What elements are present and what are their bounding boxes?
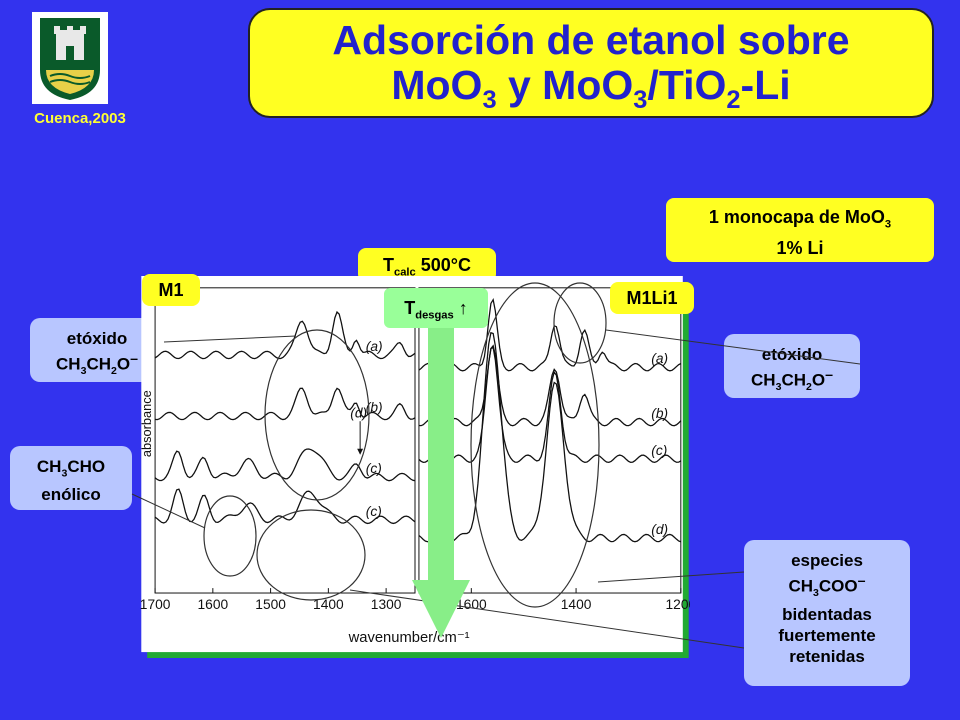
series-label-m1-0: (a): [366, 339, 383, 354]
university-shield-icon: [40, 18, 100, 100]
tick-label-m1-2: 1500: [255, 597, 286, 612]
series-label-m1li1-3: (d): [651, 522, 668, 537]
title-line-1: Adsorción de etanol sobre: [332, 17, 850, 63]
desorption-temperature-arrow: [412, 318, 472, 645]
series-label-m1-3: (c): [366, 504, 382, 519]
m1-label: M1: [142, 274, 200, 306]
tick-label-m1-3: 1400: [313, 597, 344, 612]
series-label-m1-1: (b): [366, 400, 383, 415]
enol-label: CH3CHO enólico: [10, 446, 132, 510]
conference-label: Cuenca,2003: [34, 110, 126, 127]
title-line-2: MoO3 y MoO3/TiO2-Li: [391, 62, 791, 115]
series-label-m1-2: (c): [366, 461, 382, 476]
university-logo: [32, 12, 108, 104]
series-label-m1li1-0: (a): [651, 351, 668, 366]
acetate-species-label: especies CH3COO– bidentadas fuertemente …: [744, 540, 910, 686]
tick-label-m1-4: 1300: [371, 597, 402, 612]
down-arrow-icon: [412, 318, 470, 638]
ethoxide-label-right: etóxido CH3CH2O–: [724, 334, 860, 398]
tick-label-m1-1: 1600: [198, 597, 229, 612]
chart-annotation-0: (d): [350, 405, 367, 420]
series-label-m1li1-1: (b): [651, 406, 668, 421]
tick-label-m1-0: 1700: [140, 597, 171, 612]
tick-label-m1li1-1: 1400: [561, 597, 592, 612]
title-banner: Adsorción de etanol sobre MoO3 y MoO3/Ti…: [248, 8, 934, 118]
series-label-m1li1-2: (c): [651, 443, 667, 458]
desorption-temperature-label: Tdesgas ↑: [384, 288, 488, 328]
tick-label-m1li1-2: 1200: [666, 597, 690, 612]
m1li1-label: M1Li1: [610, 282, 694, 314]
y-axis-label: absorbance: [140, 390, 154, 457]
monolayer-label: 1 monocapa de MoO3 1% Li: [666, 198, 934, 262]
